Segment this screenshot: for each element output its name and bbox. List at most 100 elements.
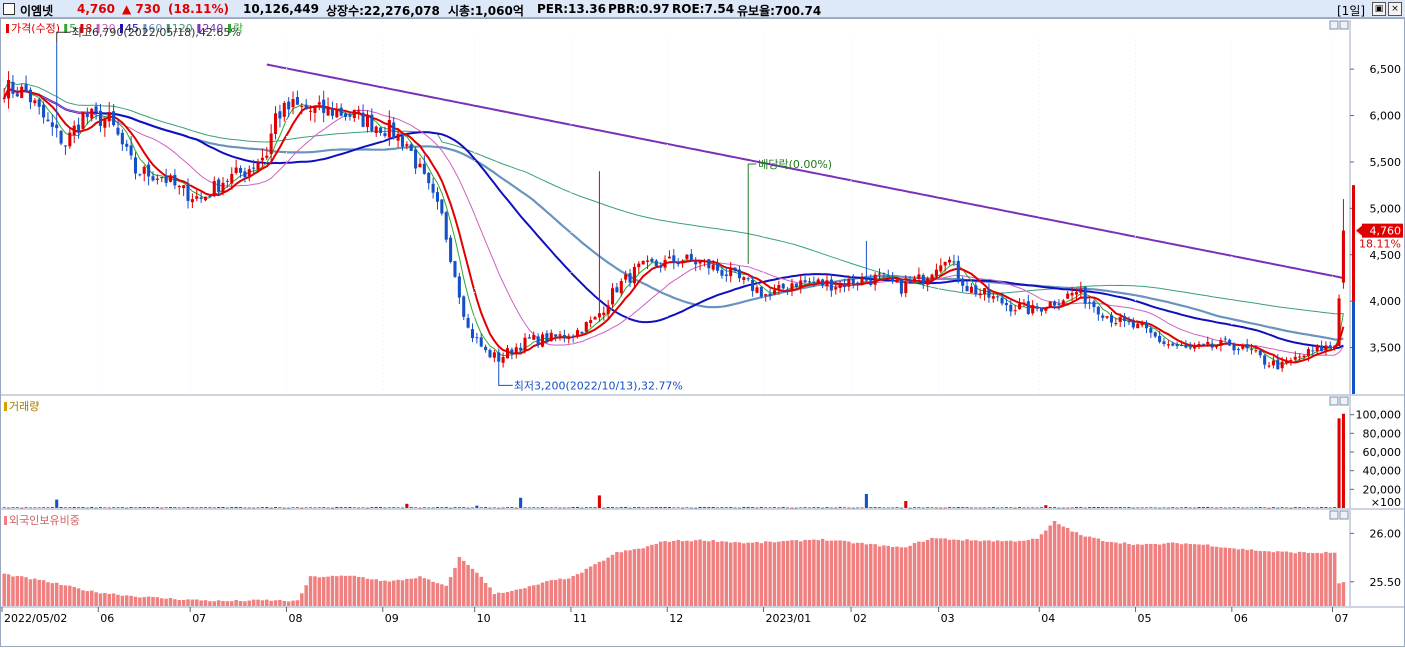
candle-body (904, 281, 908, 294)
candle-body (1228, 339, 1232, 346)
period-selector[interactable]: [1일] (1337, 4, 1366, 18)
candle-body (873, 274, 877, 285)
high-annotation: 최고6,790(2022/05/18),42.65% (72, 26, 241, 39)
foreign-bar (1149, 544, 1153, 606)
candle-body (624, 274, 628, 280)
candle-body (186, 184, 190, 201)
foreign-bar (98, 593, 103, 606)
candle-body (1066, 293, 1070, 299)
volume-title: 거래량 (9, 400, 39, 413)
foreign-bar (413, 578, 418, 606)
volume-bar (1171, 507, 1175, 508)
volume-bar (956, 507, 960, 508)
volume-bar (1214, 507, 1219, 509)
volume-bar (63, 507, 67, 508)
volume-bar (877, 507, 882, 508)
price-change: ▲ 730 (122, 2, 161, 16)
volume-bar (28, 507, 32, 509)
volume-bar (663, 507, 667, 508)
foreign-bar (234, 599, 238, 606)
candle-body (282, 102, 286, 117)
foreign-bar (715, 541, 720, 606)
close-icon[interactable]: × (1388, 2, 1402, 16)
volume-bar (68, 507, 72, 508)
title-bar: 이엠넷 4,760 ▲ 730 (18.11%) 10,126,449 상장수:… (0, 0, 1405, 18)
foreign-bar (680, 541, 685, 606)
candle-body (952, 261, 956, 263)
roe-value: ROE:7.54 (672, 2, 735, 16)
candle-body (190, 199, 194, 203)
foreign-bar (943, 538, 947, 606)
volume-bar (142, 507, 146, 508)
volume-bar (821, 507, 825, 509)
candle-body (1083, 287, 1087, 304)
candle-body (983, 288, 987, 295)
foreign-bar (453, 568, 457, 606)
foreign-bar (444, 585, 448, 606)
volume-bar (799, 507, 803, 509)
foreign-bar (1280, 551, 1284, 606)
low-annotation: 최저3,200(2022/10/13),32.77% (514, 379, 683, 392)
candle-body (1214, 346, 1219, 348)
volume-bar (20, 507, 24, 509)
volume-bar (943, 507, 947, 509)
candle-body (1219, 340, 1223, 346)
candle-body (1267, 365, 1271, 367)
y-tick-label: 6,000 (1370, 110, 1402, 123)
legend-swatch (80, 24, 84, 33)
candle-body (676, 261, 680, 265)
candle-body (921, 274, 925, 285)
volume-bar (287, 507, 291, 509)
candle-body (440, 199, 444, 214)
foreign-bar (1114, 542, 1118, 606)
foreign-bar (785, 540, 790, 606)
foreign-bar (995, 540, 1000, 606)
candle-body (869, 280, 873, 285)
candle-body (147, 164, 151, 177)
foreign-bar (63, 585, 68, 606)
volume-bar (751, 507, 755, 508)
volume-bar (685, 507, 689, 508)
candle-body (1184, 345, 1188, 348)
volume-bar (1328, 507, 1332, 509)
foreign-bar (1184, 543, 1188, 606)
foreign-bar (952, 539, 956, 606)
foreign-bar (615, 552, 619, 606)
volume-bar (256, 507, 260, 509)
candle-body (812, 281, 816, 283)
candle-body (536, 336, 540, 346)
panel-close-icon (1339, 396, 1349, 406)
candle-body (68, 132, 72, 147)
candle-body (532, 334, 536, 340)
foreign-bar (1109, 541, 1114, 606)
volume-bar (217, 507, 221, 508)
candle-body (1206, 342, 1210, 345)
candle-body (28, 89, 32, 103)
volume-bar (125, 507, 129, 509)
candle-body (269, 133, 273, 155)
candle-body (1175, 344, 1179, 347)
volume-bar (440, 507, 444, 508)
volume-bar (729, 507, 733, 508)
foreign-bar (348, 575, 352, 606)
foreign-bar (146, 596, 151, 606)
candle-body (85, 113, 89, 117)
volume-bar (414, 507, 418, 508)
restore-icon[interactable]: ▣ (1372, 2, 1386, 16)
volume-bar (177, 507, 181, 509)
candle-body (781, 283, 785, 289)
candle-body (698, 261, 702, 264)
foreign-bar (838, 540, 842, 606)
candle-body (335, 110, 339, 118)
candle-body (470, 329, 475, 339)
volume-bar (1158, 507, 1162, 509)
select-checkbox[interactable] (3, 3, 15, 15)
volume-bar (348, 507, 352, 508)
candle-body (510, 349, 514, 354)
foreign-bar (365, 578, 370, 606)
volume-bar (562, 507, 566, 509)
volume-bar (1188, 507, 1192, 509)
candle-body (1013, 310, 1017, 312)
volume-bar (1127, 507, 1131, 508)
candle-body (860, 278, 864, 285)
